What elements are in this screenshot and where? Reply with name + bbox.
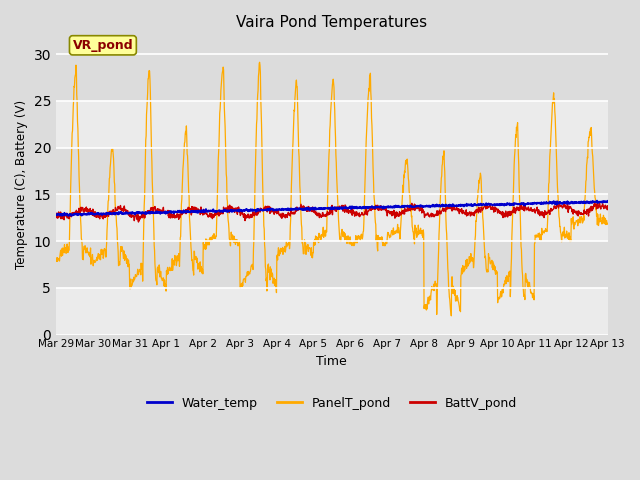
Bar bbox=[56, 101, 608, 147]
Title: Vaira Pond Temperatures: Vaira Pond Temperatures bbox=[236, 15, 428, 30]
Text: VR_pond: VR_pond bbox=[72, 39, 133, 52]
Bar bbox=[56, 194, 608, 241]
Legend: Water_temp, PanelT_pond, BattV_pond: Water_temp, PanelT_pond, BattV_pond bbox=[142, 392, 522, 415]
Y-axis label: Temperature (C), Battery (V): Temperature (C), Battery (V) bbox=[15, 100, 28, 269]
Bar bbox=[56, 288, 608, 335]
X-axis label: Time: Time bbox=[317, 355, 348, 368]
